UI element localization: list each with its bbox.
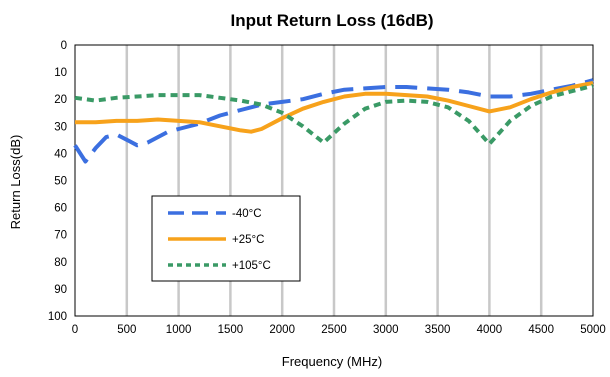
x-tick-label-4: 2000: [269, 324, 295, 336]
y-tick-label-6: 60: [54, 203, 67, 215]
y-tick-labels: 0 10 20 30 40 50 60 70 80 90 100: [48, 40, 67, 323]
y-tick-label-5: 50: [54, 176, 67, 188]
y-tick-label-1: 10: [54, 67, 67, 79]
series-line-1: [75, 80, 594, 134]
y-tick-label-3: 30: [54, 121, 67, 133]
x-tick-label-5: 2500: [321, 324, 347, 336]
x-tick-label-6: 3000: [373, 324, 399, 336]
legend: -40°C +25°C +105°C: [151, 195, 301, 282]
y-axis-label: Return Loss(dB): [8, 135, 23, 230]
legend-label-2: +105°C: [232, 260, 271, 272]
legend-label-1: +25°C: [232, 234, 264, 246]
y-tick-label-4: 40: [54, 148, 67, 160]
x-tick-label-2: 1000: [166, 324, 192, 336]
x-tick-label-9: 4500: [528, 324, 554, 336]
x-tick-label-0: 0: [72, 324, 78, 336]
plot-area-border: [74, 44, 594, 317]
y-tick-label-10: 100: [48, 311, 67, 323]
x-axis-label: Frequency (MHz): [282, 354, 382, 369]
series-line-0: [73, 78, 594, 164]
x-tick-label-3: 1500: [218, 324, 244, 336]
chart-title: Input Return Loss (16dB): [230, 11, 433, 30]
series-lines: [73, 78, 594, 164]
x-tick-label-10: 5000: [580, 324, 606, 336]
series-line-2: [74, 83, 594, 146]
y-tick-label-7: 70: [54, 230, 67, 242]
y-tick-label-2: 20: [54, 94, 67, 106]
x-tick-label-7: 3500: [425, 324, 451, 336]
legend-label-0: -40°C: [232, 208, 262, 220]
x-tick-label-8: 4000: [477, 324, 503, 336]
y-tick-label-8: 80: [54, 257, 67, 269]
y-tick-label-9: 90: [54, 284, 67, 296]
x-tick-labels: 0 500 1000 1500 2000 2500 3000 3500 4000 4500 5000: [72, 324, 606, 336]
x-tick-label-1: 500: [117, 324, 136, 336]
y-tick-label-0: 0: [61, 40, 67, 52]
